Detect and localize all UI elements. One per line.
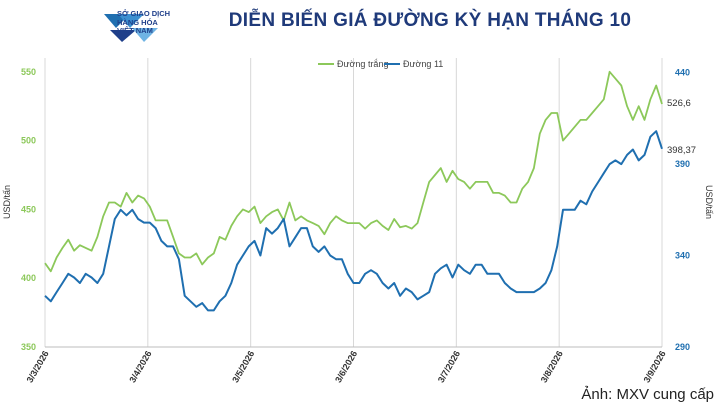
y-right-tick-label: 340 xyxy=(675,251,690,261)
end-value-label: 398,37 xyxy=(667,145,696,156)
y-right-tick-label: 290 xyxy=(675,342,690,352)
y-left-tick-label: 500 xyxy=(21,136,36,146)
y-right-axis-label: USD/tấn xyxy=(704,185,714,219)
y-left-tick-label: 550 xyxy=(21,67,36,77)
photo-credit: Ảnh: MXV cung cấp xyxy=(581,386,714,403)
y-right-tick-label: 390 xyxy=(675,159,690,169)
x-tick-label: 3/3/2026 xyxy=(25,349,51,384)
end-value-label: 526,6 xyxy=(667,98,691,109)
x-tick-label: 3/9/2026 xyxy=(642,349,668,384)
legend-label: Đường 11 xyxy=(403,59,443,69)
y-left-tick-label: 450 xyxy=(21,204,36,214)
sgd-logo xyxy=(104,14,158,42)
x-tick-label: 3/4/2026 xyxy=(127,349,153,384)
y-left-axis-label: USD/tấn xyxy=(2,185,12,219)
logo-line: HÀNG HÓA xyxy=(117,17,158,27)
chart-title: DIỄN BIẾN GIÁ ĐƯỜNG KỲ HẠN THÁNG 10 xyxy=(228,10,632,31)
y-left-tick-label: 350 xyxy=(21,342,36,352)
y-left-tick-label: 400 xyxy=(21,273,36,283)
x-tick-label: 3/5/2026 xyxy=(230,349,256,384)
x-tick-label: 3/7/2026 xyxy=(436,349,462,384)
legend-label: Đường trắng xyxy=(337,59,388,69)
series-line-white-sugar xyxy=(44,70,663,273)
x-tick-label: 3/8/2026 xyxy=(539,349,565,384)
logo-line: VIỆT NAM xyxy=(117,26,153,35)
series-line-sugar-11 xyxy=(44,130,663,312)
logo-line: SỞ GIAO DỊCH xyxy=(117,9,171,18)
logo-text: SỞ GIAO DỊCH HÀNG HÓA VIỆT NAM xyxy=(117,9,207,36)
y-right-tick-label: 440 xyxy=(675,68,690,78)
x-tick-label: 3/6/2026 xyxy=(333,349,359,384)
